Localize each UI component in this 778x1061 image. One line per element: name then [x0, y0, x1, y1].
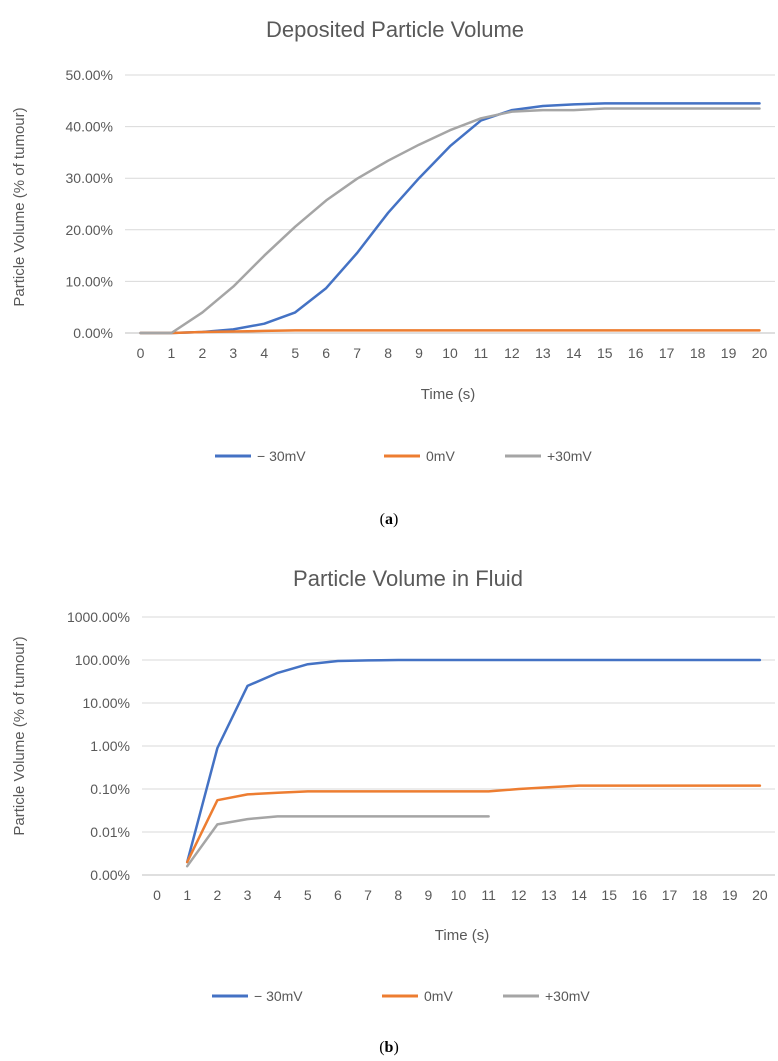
- x-tick-label: 9: [424, 887, 432, 903]
- y-tick-label: 40.00%: [66, 119, 113, 135]
- series-line-0: [185, 658, 762, 864]
- panel-label-letter: b: [385, 1039, 394, 1056]
- legend-label: 0mV: [424, 988, 453, 1004]
- chart-title: Deposited Particle Volume: [266, 17, 524, 42]
- series-line-1: [185, 784, 762, 864]
- legend-item-2: +30mV: [503, 988, 590, 1004]
- x-tick-label: 17: [659, 345, 675, 361]
- x-tick-label: 18: [692, 887, 708, 903]
- legend: − 30mV 0mV +30mV: [215, 448, 592, 464]
- y-tick-label: 0.00%: [90, 867, 130, 883]
- legend: − 30mV 0mV +30mV: [212, 988, 590, 1004]
- x-tick-label: 18: [690, 345, 706, 361]
- legend-item-0: − 30mV: [215, 448, 306, 464]
- legend-label: − 30mV: [254, 988, 303, 1004]
- y-tick-label: 10.00%: [83, 695, 130, 711]
- x-tick-label: 15: [597, 345, 613, 361]
- series-layer: [139, 102, 761, 335]
- x-tick-label: 2: [198, 345, 206, 361]
- legend-item-2: +30mV: [505, 448, 592, 464]
- panel-label: (a): [380, 511, 399, 528]
- x-axis-label: Time (s): [435, 927, 489, 944]
- series-line-2: [185, 815, 490, 868]
- y-tick-label: 0.01%: [90, 824, 130, 840]
- legend-label: − 30mV: [257, 448, 306, 464]
- x-tick-label: 15: [601, 887, 617, 903]
- y-axis: 0.00% 0.01% 0.10% 1.00% 10.00% 100.00% 1000.00…: [67, 609, 130, 883]
- x-tick-label: 12: [511, 887, 527, 903]
- x-tick-label: 13: [541, 887, 557, 903]
- x-tick-label: 16: [628, 345, 644, 361]
- x-axis: 0 1 2 3 4 5 6 7 8 9 10 11 12 13 14 15 16 17 18 19 20: [137, 345, 768, 361]
- x-tick-label: 9: [415, 345, 423, 361]
- legend-label: 0mV: [426, 448, 455, 464]
- x-tick-label: 20: [752, 887, 768, 903]
- y-tick-label: 30.00%: [66, 170, 113, 186]
- legend-label: +30mV: [547, 448, 592, 464]
- series-line-2: [139, 107, 761, 335]
- series-line-1: [139, 329, 761, 335]
- x-tick-label: 8: [384, 345, 392, 361]
- x-tick-label: 11: [481, 887, 496, 903]
- y-tick-label: 0.00%: [73, 325, 113, 341]
- y-tick-label: 100.00%: [75, 652, 130, 668]
- x-tick-label: 7: [364, 887, 372, 903]
- y-tick-label: 10.00%: [66, 273, 113, 289]
- series-line-0: [139, 102, 761, 335]
- x-tick-label: 0: [153, 887, 161, 903]
- grid-lines: [125, 74, 775, 334]
- x-axis-label: Time (s): [421, 386, 475, 403]
- x-tick-label: 20: [752, 345, 768, 361]
- grid-lines: [142, 616, 775, 876]
- x-tick-label: 10: [451, 887, 467, 903]
- y-tick-label: 1.00%: [90, 738, 130, 754]
- x-tick-label: 14: [571, 887, 587, 903]
- panel-label-letter: a: [385, 511, 393, 528]
- x-tick-label: 17: [662, 887, 678, 903]
- y-tick-label: 20.00%: [66, 222, 113, 238]
- y-axis-label: Particle Volume (% of tumour): [11, 636, 28, 835]
- x-tick-label: 4: [274, 887, 282, 903]
- x-tick-label: 10: [442, 345, 458, 361]
- x-tick-label: 8: [394, 887, 402, 903]
- x-tick-label: 0: [137, 345, 145, 361]
- y-tick-label: 1000.00%: [67, 609, 130, 625]
- x-tick-label: 4: [260, 345, 268, 361]
- x-tick-label: 3: [244, 887, 252, 903]
- legend-item-1: 0mV: [384, 448, 455, 464]
- y-axis: 0.00% 10.00% 20.00% 30.00% 40.00% 50.00%: [66, 67, 113, 341]
- x-tick-label: 13: [535, 345, 551, 361]
- chart-particle-volume-in-fluid: Particle Volume in Fluid 0 1 2 3 4 5 6 7 8 9 10 11 1…: [11, 566, 775, 1056]
- chart-title: Particle Volume in Fluid: [293, 566, 523, 591]
- x-tick-label: 1: [183, 887, 191, 903]
- x-tick-label: 5: [304, 887, 312, 903]
- y-tick-label: 0.10%: [90, 781, 130, 797]
- x-tick-label: 12: [504, 345, 520, 361]
- legend-item-0: − 30mV: [212, 988, 303, 1004]
- x-tick-label: 19: [722, 887, 738, 903]
- x-tick-label: 14: [566, 345, 582, 361]
- x-tick-label: 5: [291, 345, 299, 361]
- legend-item-1: 0mV: [382, 988, 453, 1004]
- x-tick-label: 6: [322, 345, 330, 361]
- x-tick-label: 3: [229, 345, 237, 361]
- chart-deposited-particle-volume: Deposited Particle Volume 0 1 2 3 4 5 6 7 8 9 10 11…: [11, 17, 775, 528]
- series-layer: [185, 658, 762, 868]
- y-axis-label: Particle Volume (% of tumour): [11, 107, 28, 306]
- x-tick-label: 1: [168, 345, 176, 361]
- legend-label: +30mV: [545, 988, 590, 1004]
- panel-label: (b): [379, 1039, 399, 1056]
- x-tick-label: 2: [213, 887, 221, 903]
- x-tick-label: 7: [353, 345, 361, 361]
- x-tick-label: 19: [721, 345, 737, 361]
- x-tick-label: 6: [334, 887, 342, 903]
- x-tick-label: 16: [632, 887, 648, 903]
- x-tick-label: 11: [474, 345, 489, 361]
- y-tick-label: 50.00%: [66, 67, 113, 83]
- x-axis: 0 1 2 3 4 5 6 7 8 9 10 11 12 13 14 15 16 17 18 19 20: [153, 887, 768, 903]
